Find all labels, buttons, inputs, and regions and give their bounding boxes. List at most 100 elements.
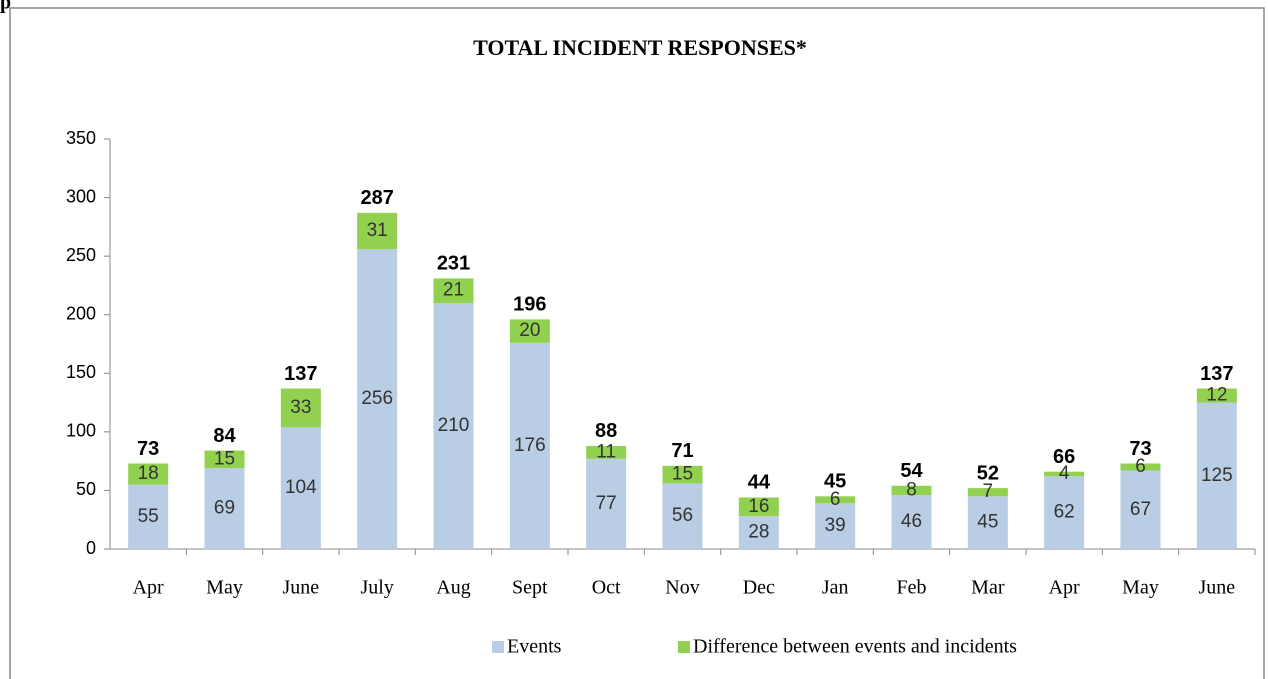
- segment-label: 31: [367, 220, 388, 241]
- y-tick-label: 250: [66, 245, 96, 265]
- segment-label: 21: [443, 280, 464, 301]
- total-label: 73: [1129, 438, 1151, 460]
- total-label: 231: [437, 253, 470, 275]
- bar-segment: [662, 483, 703, 549]
- total-label: 52: [977, 462, 999, 484]
- bar-segment: [1120, 470, 1161, 549]
- x-tick-label: Apr: [1049, 577, 1080, 599]
- bar-segment: [815, 503, 856, 549]
- segment-label: 39: [825, 515, 846, 536]
- segment-label: 15: [214, 448, 235, 469]
- segment-label: 176: [514, 435, 546, 456]
- segment-label: 67: [1130, 499, 1151, 520]
- x-tick-label: Apr: [133, 577, 164, 599]
- total-label: 137: [284, 363, 317, 385]
- bar-segment: [738, 516, 779, 549]
- y-tick-label: 350: [66, 128, 96, 148]
- bar-segment: [357, 249, 398, 549]
- segment-label: 56: [672, 505, 693, 526]
- total-label: 287: [360, 187, 393, 209]
- chart-frame: [9, 7, 1265, 679]
- segment-label: 46: [901, 511, 922, 532]
- segment-label: 7: [983, 481, 994, 502]
- total-label: 88: [595, 420, 617, 442]
- y-tick-label: 50: [76, 479, 96, 499]
- bar-segment: [509, 342, 550, 549]
- x-tick-label: July: [360, 577, 393, 599]
- bar-segment: [433, 303, 474, 549]
- y-tick-label: 300: [66, 186, 96, 206]
- segment-label: 4: [1059, 463, 1070, 484]
- x-tick-label: Feb: [897, 577, 927, 599]
- legend-swatch: [492, 641, 504, 653]
- segment-label: 77: [596, 493, 617, 514]
- x-tick-label: Jan: [822, 577, 849, 599]
- x-tick-label: Sept: [512, 577, 548, 599]
- bar-segment: [1196, 402, 1237, 549]
- segment-label: 45: [977, 512, 998, 533]
- bar-segment: [357, 212, 398, 250]
- segment-label: 69: [214, 498, 235, 519]
- legend-label: Events: [507, 636, 562, 658]
- bar-segment: [891, 495, 932, 549]
- x-tick-label: June: [282, 577, 319, 599]
- total-label: 66: [1053, 446, 1075, 468]
- bar-segment: [967, 488, 1008, 497]
- segment-label: 12: [1206, 385, 1227, 406]
- segment-label: 55: [138, 506, 159, 527]
- segment-label: 18: [138, 463, 159, 484]
- y-tick-label: 200: [66, 303, 96, 323]
- bar-segment: [586, 458, 627, 549]
- x-tick-label: Nov: [665, 577, 699, 599]
- bar-segment: [204, 468, 245, 549]
- total-label: 54: [900, 460, 923, 482]
- bar-segment: [738, 497, 779, 517]
- segment-label: 33: [290, 397, 311, 418]
- bar-segment: [433, 278, 474, 303]
- segment-label: 6: [1135, 456, 1146, 477]
- bar-segment: [662, 465, 703, 484]
- bar-segment: [128, 484, 169, 549]
- segment-label: 16: [748, 496, 769, 517]
- bar-segment: [204, 450, 245, 469]
- x-tick-label: June: [1198, 577, 1235, 599]
- segment-label: 11: [596, 441, 616, 462]
- x-tick-label: May: [1122, 577, 1159, 599]
- x-tick-label: Oct: [592, 577, 621, 599]
- bar-segment: [815, 496, 856, 504]
- bar-segment: [586, 445, 627, 459]
- bar-segment: [280, 427, 321, 549]
- total-label: 44: [748, 472, 771, 494]
- segment-label: 125: [1201, 465, 1233, 486]
- heading-fragment: p: [0, 0, 11, 14]
- x-tick-label: Mar: [971, 577, 1005, 599]
- y-tick-label: 150: [66, 362, 96, 382]
- segment-label: 8: [906, 479, 917, 500]
- total-label: 71: [671, 440, 693, 462]
- bar-segment: [280, 388, 321, 428]
- total-label: 45: [824, 471, 846, 493]
- segment-label: 62: [1054, 502, 1075, 523]
- segment-label: 28: [748, 522, 769, 543]
- x-tick-label: Dec: [743, 577, 775, 599]
- x-tick-label: May: [206, 577, 243, 599]
- segment-label: 256: [361, 388, 393, 409]
- total-label: 84: [213, 425, 236, 447]
- bar-segment: [1044, 471, 1085, 477]
- bar-segment: [128, 463, 169, 485]
- total-label: 73: [137, 438, 159, 460]
- x-tick-label: Aug: [436, 577, 470, 599]
- bar-segment: [509, 319, 550, 343]
- total-label: 137: [1200, 363, 1233, 385]
- legend-swatch: [678, 641, 690, 653]
- segment-label: 15: [672, 464, 693, 485]
- bar-segment: [967, 496, 1008, 549]
- segment-label: 6: [830, 489, 841, 510]
- segment-label: 210: [438, 415, 470, 436]
- bar-segment: [1120, 463, 1161, 471]
- total-label: 196: [513, 294, 546, 316]
- segment-label: 20: [519, 320, 540, 341]
- bar-segment: [1044, 476, 1085, 549]
